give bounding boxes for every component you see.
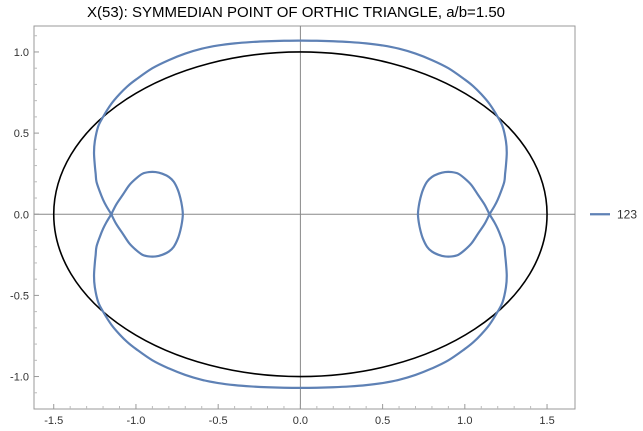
plot-frame: [33, 25, 576, 410]
x-tick-label: 0.0: [293, 415, 308, 427]
ticks: -1.5 -1.0 -0.5 0.0 0.5 1.0 1.5 -1.0 -0.5 0.0 0.5 1.…: [10, 35, 555, 427]
series-curve-1: [92, 39, 508, 389]
reference-ellipse: [52, 51, 548, 378]
legend: 123: [590, 207, 637, 221]
axes: [34, 26, 575, 409]
series-curve-3: [110, 170, 184, 258]
x-tick-label: 0.5: [375, 415, 390, 427]
y-tick-label: 0.0: [14, 209, 29, 221]
curves: [52, 39, 548, 389]
y-tick-label: -0.5: [10, 290, 29, 302]
series-curve-2: [416, 170, 491, 258]
x-tick-label: 1.0: [457, 415, 472, 427]
x-tick-label: 1.5: [539, 415, 554, 427]
x-tick-label: -1.5: [44, 415, 63, 427]
x-tick-label: -0.5: [209, 415, 228, 427]
chart-title: X(53): SYMMEDIAN POINT OF ORTHIC TRIANGL…: [87, 4, 505, 21]
y-tick-label: 0.5: [14, 128, 29, 140]
y-tick-label: -1.0: [10, 372, 29, 384]
y-tick-label: 1.0: [14, 47, 29, 59]
legend-label: 123: [617, 207, 637, 221]
x-tick-label: -1.0: [126, 415, 145, 427]
